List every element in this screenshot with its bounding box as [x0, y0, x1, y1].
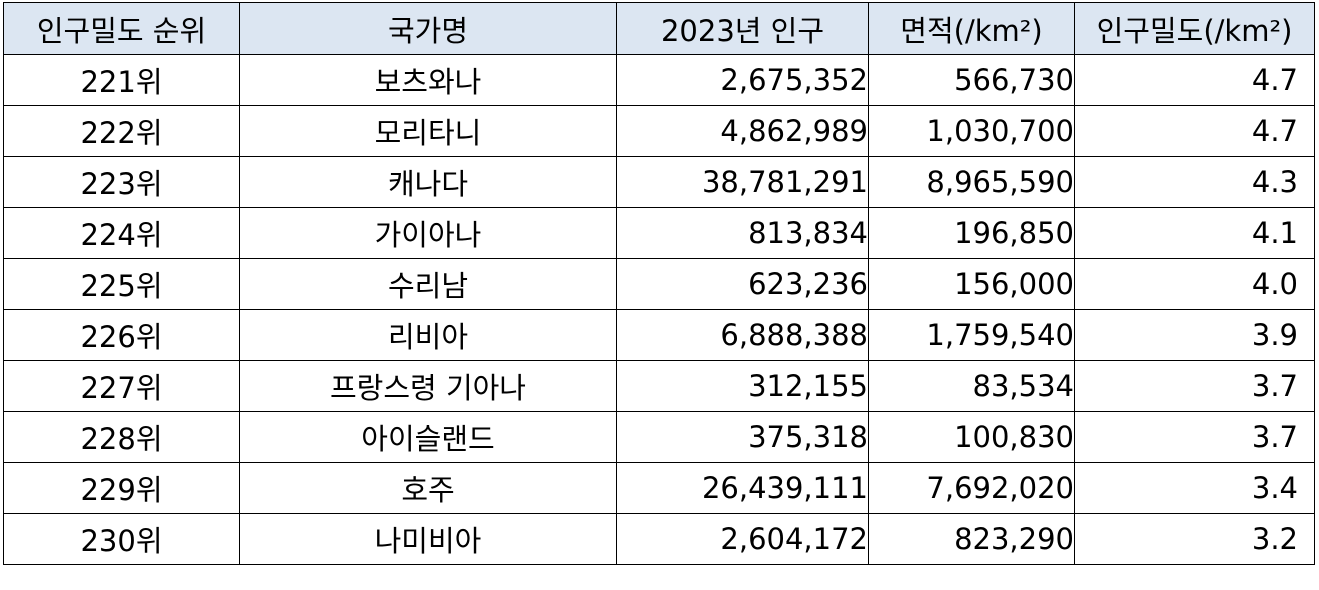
- density-cell: 3.2: [1074, 513, 1315, 565]
- table-row: 221위 보츠와나 2,675,352 566,730 4.7: [3, 54, 1315, 106]
- area-cell: 823,290: [868, 513, 1075, 565]
- country-cell: 아이슬랜드: [239, 411, 617, 463]
- country-cell: 모리타니: [239, 105, 617, 157]
- area-cell: 1,030,700: [868, 105, 1075, 157]
- area-cell: 156,000: [868, 258, 1075, 310]
- density-cell: 4.7: [1074, 54, 1315, 106]
- table-row: 222위 모리타니 4,862,989 1,030,700 4.7: [3, 105, 1315, 157]
- rank-cell: 224위: [3, 207, 240, 259]
- population-cell: 2,604,172: [616, 513, 869, 565]
- population-cell: 2,675,352: [616, 54, 869, 106]
- header-area: 면적(/km²): [868, 2, 1075, 55]
- country-cell: 보츠와나: [239, 54, 617, 106]
- rank-cell: 227위: [3, 360, 240, 412]
- area-cell: 196,850: [868, 207, 1075, 259]
- area-cell: 1,759,540: [868, 309, 1075, 361]
- area-cell: 7,692,020: [868, 462, 1075, 514]
- rank-cell: 223위: [3, 156, 240, 208]
- header-population: 2023년 인구: [616, 2, 869, 55]
- table-row: 230위 나미비아 2,604,172 823,290 3.2: [3, 513, 1315, 565]
- rank-cell: 225위: [3, 258, 240, 310]
- density-cell: 4.1: [1074, 207, 1315, 259]
- density-cell: 4.0: [1074, 258, 1315, 310]
- area-cell: 100,830: [868, 411, 1075, 463]
- rank-cell: 230위: [3, 513, 240, 565]
- population-density-table: 인구밀도 순위 국가명 2023년 인구 면적(/km²) 인구밀도(/km²)…: [3, 2, 1315, 565]
- country-cell: 호주: [239, 462, 617, 514]
- density-cell: 4.3: [1074, 156, 1315, 208]
- header-row: 인구밀도 순위 국가명 2023년 인구 면적(/km²) 인구밀도(/km²): [3, 2, 1315, 55]
- population-cell: 813,834: [616, 207, 869, 259]
- table-header: 인구밀도 순위 국가명 2023년 인구 면적(/km²) 인구밀도(/km²): [3, 2, 1315, 55]
- rank-cell: 222위: [3, 105, 240, 157]
- table-row: 223위 캐나다 38,781,291 8,965,590 4.3: [3, 156, 1315, 208]
- area-cell: 83,534: [868, 360, 1075, 412]
- header-density: 인구밀도(/km²): [1074, 2, 1315, 55]
- country-cell: 캐나다: [239, 156, 617, 208]
- country-cell: 프랑스령 기아나: [239, 360, 617, 412]
- population-cell: 38,781,291: [616, 156, 869, 208]
- country-cell: 리비아: [239, 309, 617, 361]
- density-cell: 3.7: [1074, 411, 1315, 463]
- population-cell: 6,888,388: [616, 309, 869, 361]
- density-cell: 3.4: [1074, 462, 1315, 514]
- table-body: 221위 보츠와나 2,675,352 566,730 4.7 222위 모리타…: [3, 54, 1315, 565]
- table-row: 229위 호주 26,439,111 7,692,020 3.4: [3, 462, 1315, 514]
- area-cell: 566,730: [868, 54, 1075, 106]
- table-row: 228위 아이슬랜드 375,318 100,830 3.7: [3, 411, 1315, 463]
- rank-cell: 226위: [3, 309, 240, 361]
- header-country: 국가명: [239, 2, 617, 55]
- population-cell: 26,439,111: [616, 462, 869, 514]
- table-row: 225위 수리남 623,236 156,000 4.0: [3, 258, 1315, 310]
- population-cell: 623,236: [616, 258, 869, 310]
- population-cell: 4,862,989: [616, 105, 869, 157]
- country-cell: 가이아나: [239, 207, 617, 259]
- density-cell: 4.7: [1074, 105, 1315, 157]
- table-row: 226위 리비아 6,888,388 1,759,540 3.9: [3, 309, 1315, 361]
- population-cell: 312,155: [616, 360, 869, 412]
- density-cell: 3.7: [1074, 360, 1315, 412]
- population-cell: 375,318: [616, 411, 869, 463]
- rank-cell: 228위: [3, 411, 240, 463]
- table-row: 224위 가이아나 813,834 196,850 4.1: [3, 207, 1315, 259]
- rank-cell: 229위: [3, 462, 240, 514]
- rank-cell: 221위: [3, 54, 240, 106]
- country-cell: 수리남: [239, 258, 617, 310]
- area-cell: 8,965,590: [868, 156, 1075, 208]
- table-row: 227위 프랑스령 기아나 312,155 83,534 3.7: [3, 360, 1315, 412]
- header-rank: 인구밀도 순위: [3, 2, 240, 55]
- country-cell: 나미비아: [239, 513, 617, 565]
- density-cell: 3.9: [1074, 309, 1315, 361]
